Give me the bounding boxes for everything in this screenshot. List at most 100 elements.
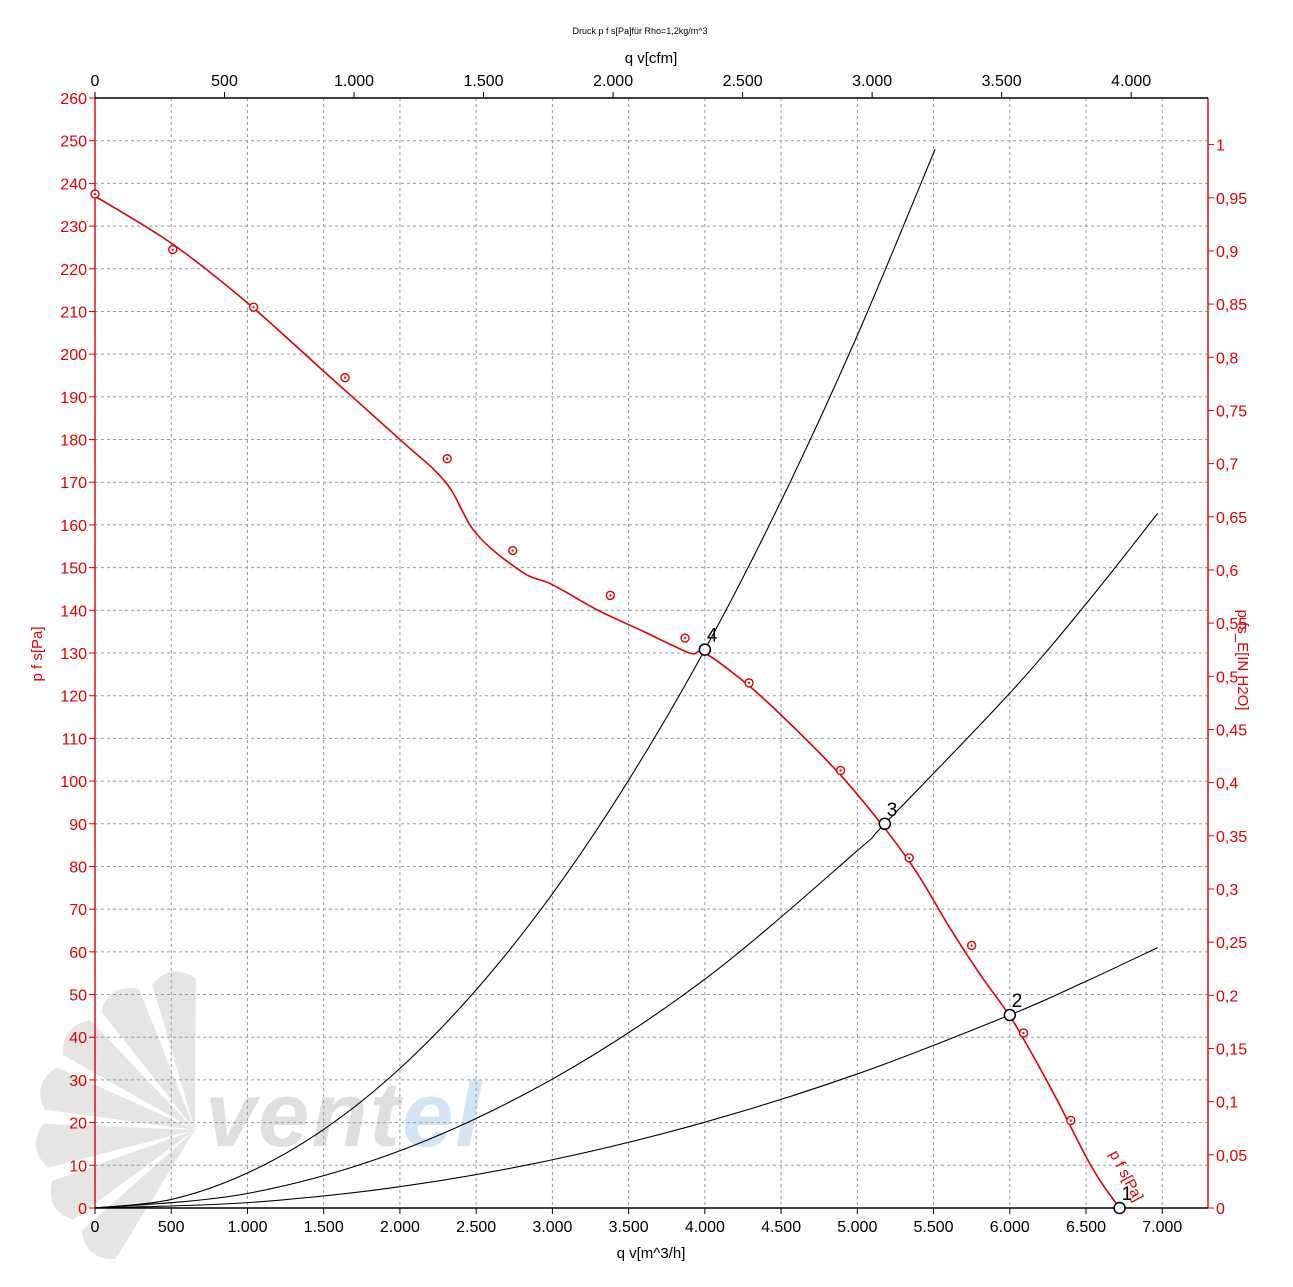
operating-point-label: 1 (1122, 1184, 1133, 1205)
y-tick-label: 80 (69, 859, 87, 876)
y-tick-label: 230 (60, 219, 87, 236)
y-tick-label: 240 (60, 176, 87, 193)
y-tick-label: 150 (60, 561, 87, 578)
y-tick-label: 40 (69, 1030, 87, 1047)
fan-curve-marker-dot (171, 248, 174, 251)
x2-tick-label: 3.500 (982, 73, 1022, 90)
y2-tick-label: 0,75 (1216, 403, 1247, 420)
y-tick-label: 20 (69, 1116, 87, 1133)
fan-curve-line (94, 195, 1121, 1209)
y2-axis-label: p fs_E[IN H2O] (1234, 610, 1251, 711)
y-tick-label: 160 (60, 518, 87, 535)
watermark-text: ventel (205, 1064, 483, 1166)
fan-curve-marker-dot (1069, 1119, 1072, 1122)
y-tick-label: 250 (60, 134, 87, 151)
operating-point (1113, 1201, 1126, 1215)
operating-point (1003, 1008, 1017, 1022)
x-tick-label: 1.000 (227, 1219, 267, 1236)
plot-frame (94, 97, 1209, 1209)
watermark-text-part: vent (205, 1064, 404, 1166)
fan-curve-marker-dot (93, 192, 97, 196)
x-tick-label: 5.500 (914, 1219, 954, 1236)
x2-tick-label: 500 (211, 73, 238, 90)
x-tick-label: 0 (91, 1219, 100, 1236)
fan-curve-marker-dot (970, 944, 973, 947)
y-tick-label: 30 (69, 1073, 87, 1090)
fan-curve-marker-dot (252, 306, 255, 309)
fan-curve-marker-dot (1022, 1031, 1025, 1035)
y-tick-label: 170 (60, 475, 87, 492)
fan-blade (40, 1067, 195, 1130)
chart-title: Druck p f s[Pa]für Rho=1,2kg/m^3 (572, 26, 707, 36)
x-tick-label: 7.000 (1142, 1219, 1182, 1236)
y2-tick-label: 0,1 (1216, 1095, 1238, 1112)
y-tick-label: 0 (78, 1201, 87, 1218)
x-tick-label: 4.000 (685, 1219, 725, 1236)
y-tick-label: 100 (60, 774, 87, 791)
x-tick-label: 500 (158, 1219, 185, 1236)
x-tick-label: 5.000 (837, 1219, 877, 1236)
fan-curve-marker-dot (747, 681, 751, 684)
y2-tick-label: 0,45 (1216, 722, 1247, 739)
fan-blade (81, 1130, 195, 1260)
operating-point-label: 4 (707, 626, 718, 647)
y2-axis-ticks: 0 0,05 0,1 0,15 0,2 0,25 0,3 0,35 0,4 0,45 0,5 0,55… (1208, 138, 1247, 1218)
x2-tick-label: 4.000 (1111, 73, 1151, 90)
operating-point-label: 3 (887, 800, 898, 821)
fan-curve-marker-dot (839, 769, 842, 772)
system-curves (94, 149, 1159, 1209)
x2-tick-label: 1.500 (464, 73, 504, 90)
y-tick-label: 10 (69, 1158, 87, 1175)
y-tick-label: 70 (69, 902, 87, 919)
fan-curve-markers (90, 189, 1125, 1213)
y-axis-ticks: 0 10 20 30 40 50 60 70 80 90 100 110 120 130 140 150 160… (60, 91, 95, 1218)
x-tick-label: 3.500 (609, 1219, 649, 1236)
x2-axis-ticks: 0 500 1.000 1.500 2.000 2.500 3.000 3.500 4.000 (91, 73, 1151, 98)
x-tick-label: 3.000 (532, 1219, 572, 1236)
y2-tick-label: 0,15 (1216, 1041, 1247, 1058)
fan-curve-marker-dot (683, 636, 687, 640)
y-tick-label: 140 (60, 603, 87, 620)
y2-tick-label: 0,85 (1216, 297, 1247, 314)
x-tick-label: 4.500 (761, 1219, 801, 1236)
operating-points: 1 2 3 4 (698, 626, 1133, 1215)
y-tick-label: 120 (60, 689, 87, 706)
x2-tick-label: 2.500 (723, 73, 763, 90)
y2-tick-label: 0 (1216, 1201, 1225, 1218)
x-tick-label: 2.000 (380, 1219, 420, 1236)
fan-curve-marker-dot (343, 376, 347, 379)
fan-curve-marker-dot (908, 856, 911, 860)
y-tick-label: 50 (69, 988, 87, 1005)
y2-tick-label: 0,8 (1216, 350, 1238, 367)
x-tick-label: 2.500 (456, 1219, 496, 1236)
y-tick-label: 110 (61, 731, 87, 748)
fan-blade (35, 1123, 195, 1168)
x2-tick-label: 2.000 (593, 73, 633, 90)
ventel-watermark: ventel (35, 971, 483, 1260)
y-tick-label: 60 (69, 945, 87, 962)
y2-tick-label: 0,9 (1216, 244, 1238, 261)
y-tick-label: 90 (69, 817, 87, 834)
system-curve (94, 513, 1159, 1209)
y2-tick-label: 0,35 (1216, 829, 1247, 846)
fan-curve-marker-dot (609, 594, 612, 597)
y-tick-label: 200 (60, 347, 87, 364)
system-curve (94, 149, 936, 1209)
x-axis-ticks: 0 500 1.000 1.500 2.000 2.500 3.000 3.500 4.000 4… (91, 1208, 1182, 1236)
operating-point-label: 2 (1012, 991, 1023, 1012)
y-axis-label: p f s[Pa] (29, 626, 46, 681)
x2-tick-label: 0 (91, 73, 100, 90)
y2-tick-label: 0,6 (1216, 563, 1238, 580)
fan-curve-marker-dot (446, 457, 449, 460)
y2-tick-label: 0,05 (1216, 1148, 1247, 1165)
y2-tick-label: 0,95 (1216, 191, 1247, 208)
fan-curve (94, 195, 1121, 1209)
y2-tick-label: 0,25 (1216, 935, 1247, 952)
x2-tick-label: 3.000 (852, 73, 892, 90)
y2-tick-label: 0,55 (1216, 616, 1247, 633)
operating-point (698, 643, 712, 656)
y-tick-label: 210 (60, 304, 87, 321)
x-axis-label: q v[m^3/h] (617, 1245, 686, 1262)
operating-point (878, 817, 892, 831)
